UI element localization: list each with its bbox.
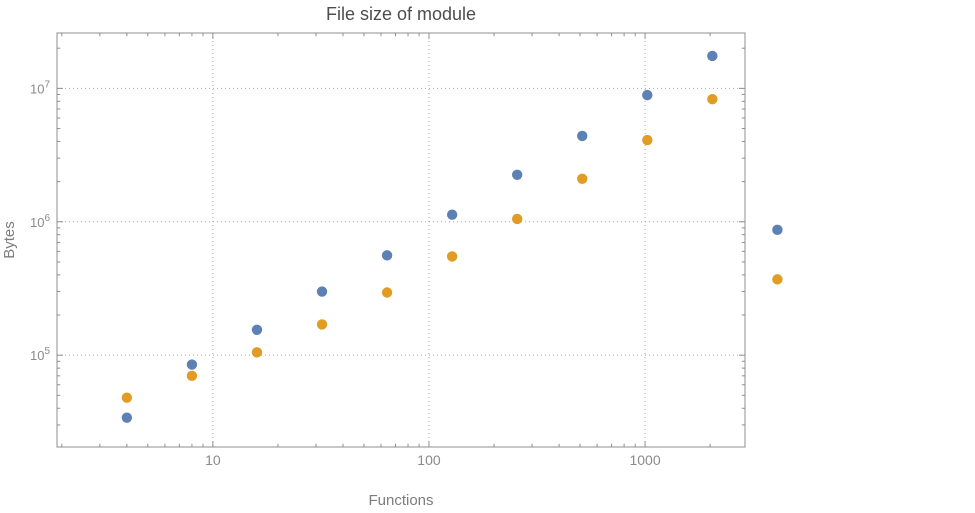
y-tick-label: 106 [30,213,50,230]
chart-title: File size of module [326,4,476,24]
x-tick-label: 1000 [629,452,660,468]
data-point-series-2-orange [707,93,718,105]
frame-layer [56,32,746,448]
data-point-series-2-orange [186,370,198,382]
y-axis-label: Bytes [1,221,18,259]
point-layer [121,50,783,423]
data-point-series-1-blue [446,209,458,220]
data-point-series-1-blue [186,359,198,370]
data-point-series-1-blue [642,89,653,101]
data-point-series-1-blue [511,169,523,180]
data-point-series-1-blue [707,50,718,62]
x-tick-label: 10 [205,452,221,468]
data-point-series-2-orange [511,213,523,225]
data-point-series-1-blue [577,130,588,142]
plot-frame [56,32,746,448]
grid-layer [57,33,745,447]
data-point-series-2-orange [577,173,588,184]
data-point-series-2-orange [642,134,653,146]
data-point-series-1-blue [121,412,133,423]
data-point-series-1-blue [772,224,783,236]
data-point-series-2-orange [446,251,458,262]
data-point-series-2-orange [121,392,133,403]
data-point-series-2-orange [772,274,783,285]
data-point-series-1-blue [251,324,263,335]
data-point-series-2-orange [381,287,393,298]
tick-layer: 10 100 1000 105 106 107 [30,33,745,468]
data-point-series-1-blue [381,250,393,261]
x-tick-label: 100 [417,452,441,468]
data-point-series-1-blue [316,286,328,297]
x-axis-label: Functions [368,492,433,509]
data-point-series-2-orange [251,347,263,358]
y-tick-label: 105 [30,346,50,363]
data-point-series-2-orange [316,319,328,330]
y-tick-label: 107 [30,79,50,96]
